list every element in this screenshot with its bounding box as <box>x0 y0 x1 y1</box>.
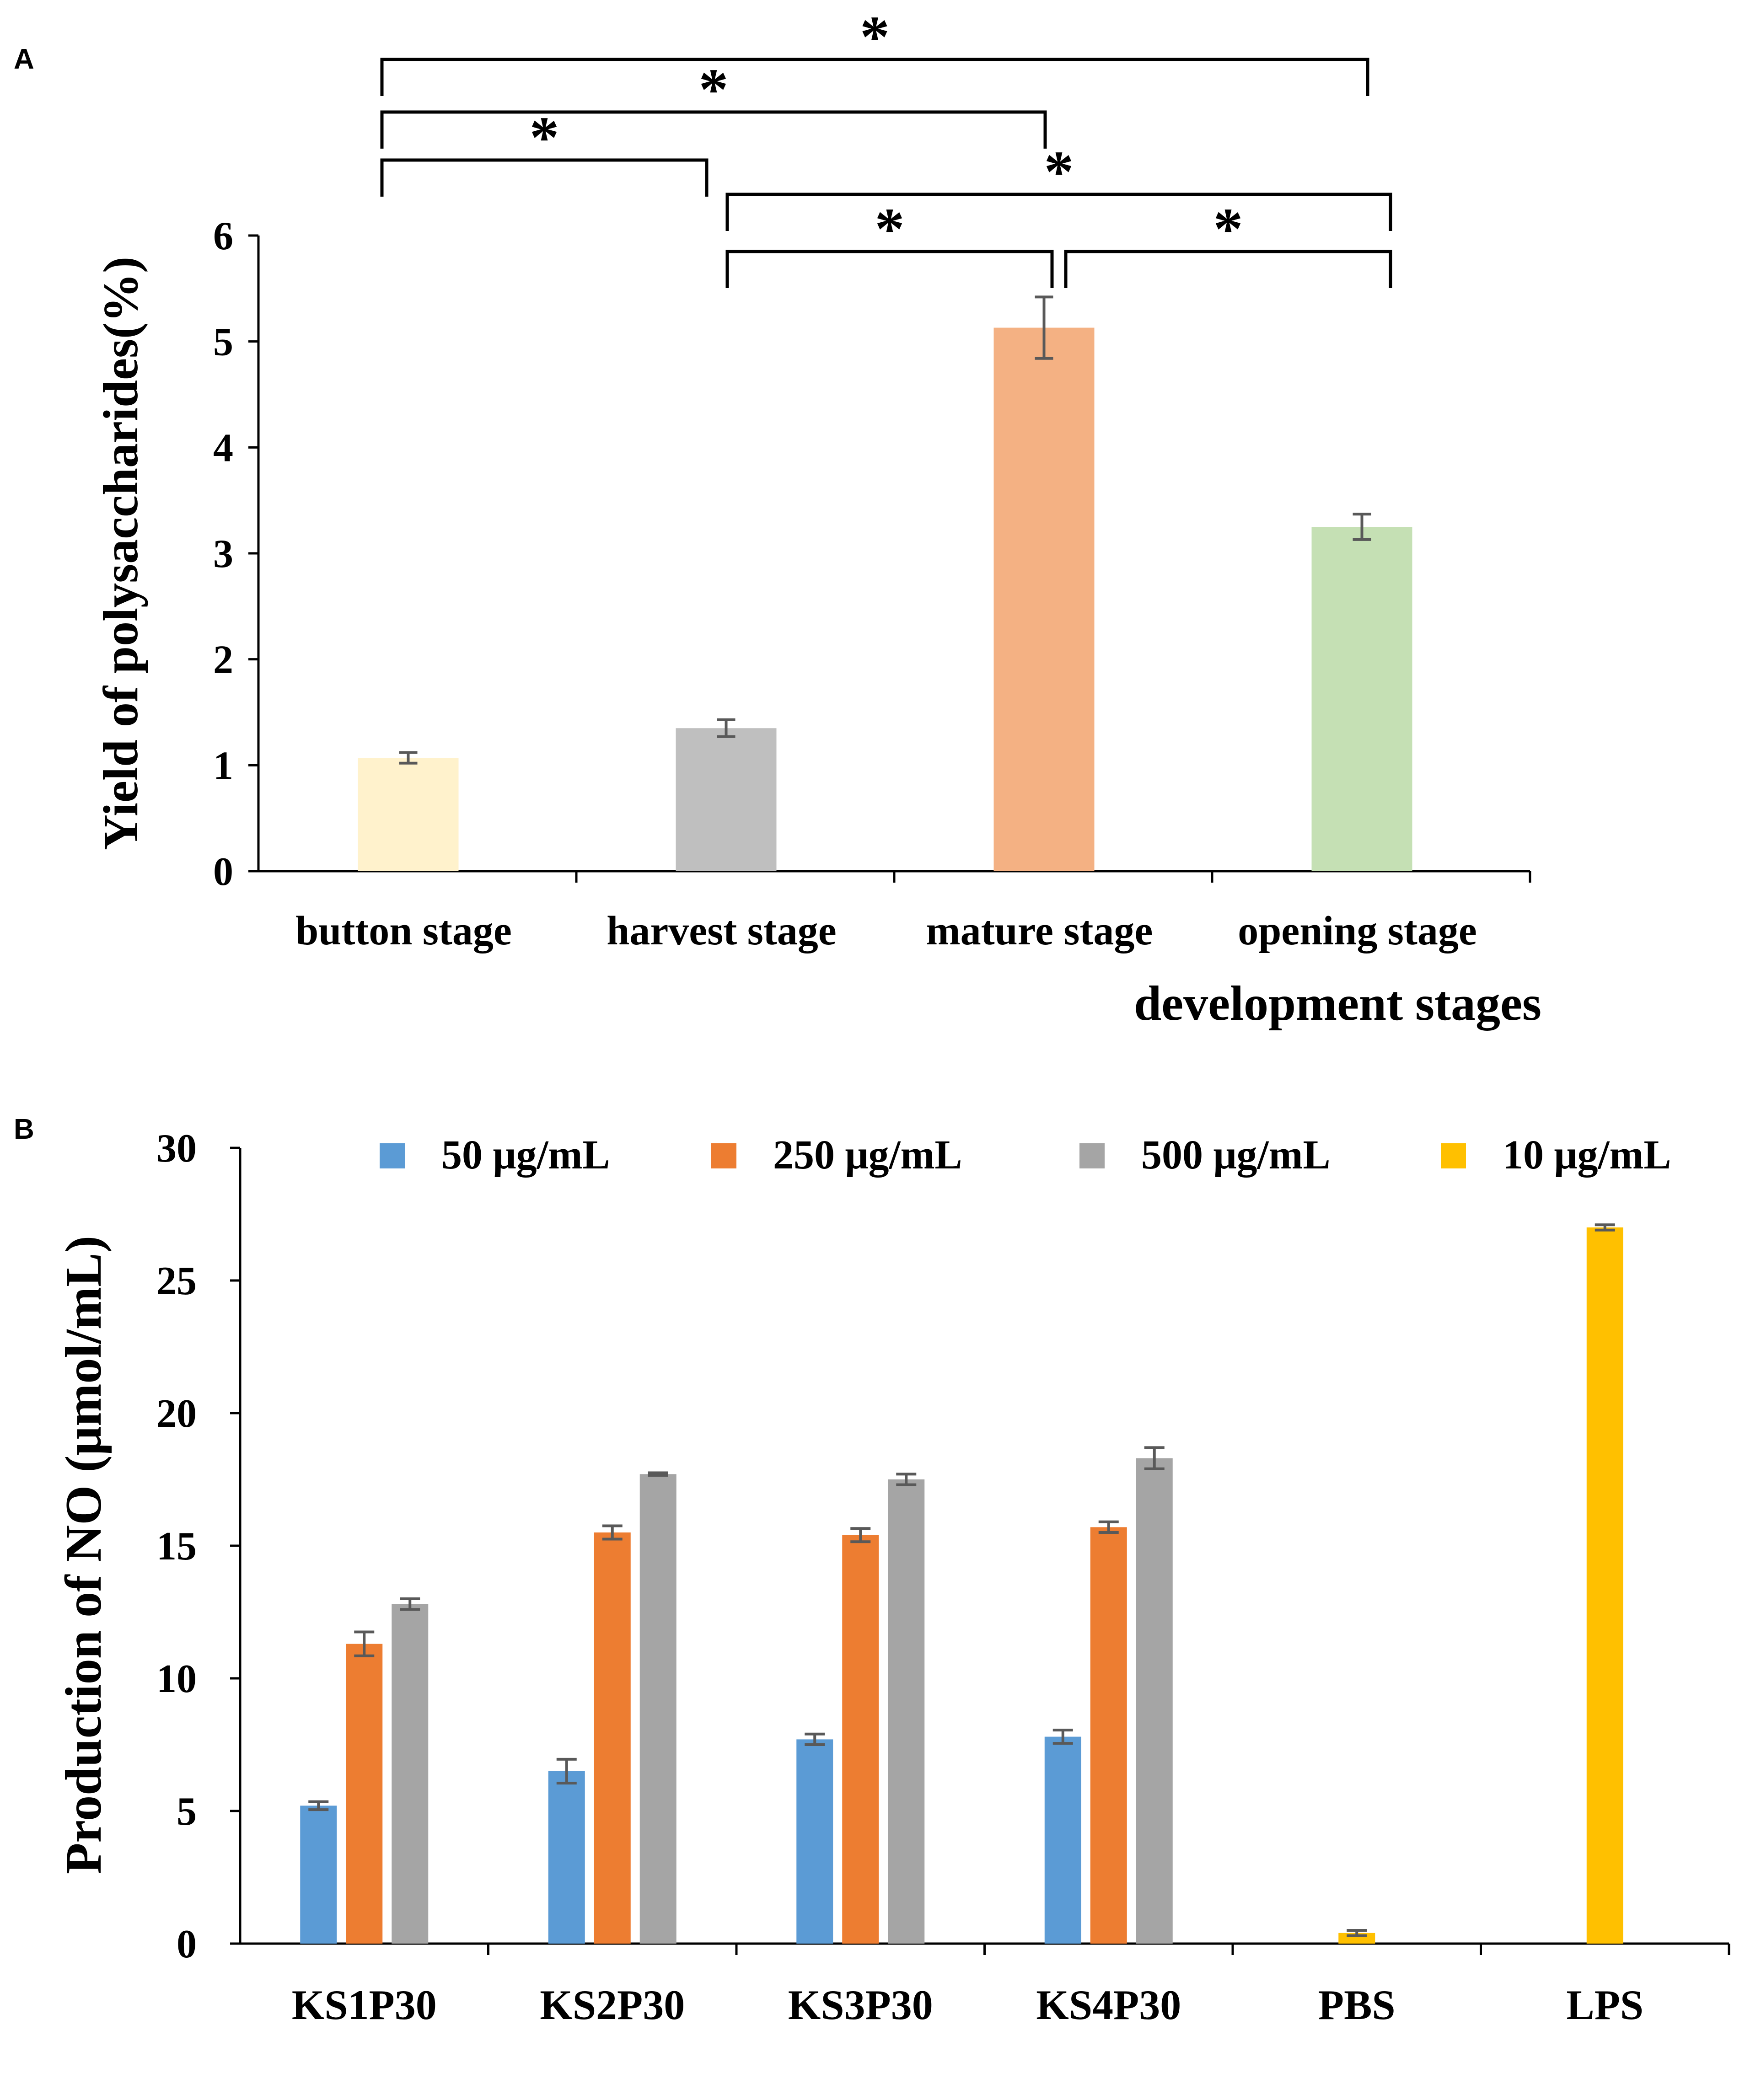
a-significance-bracket-2-3-label: * <box>1213 196 1243 262</box>
b-y-tick-label-25: 25 <box>156 1259 197 1303</box>
a-significance-bracket-0-1-label: * <box>530 105 559 171</box>
b-bar-ks3p30-50-g-ml <box>796 1739 833 1944</box>
b-bar-ks4p30-500-g-ml <box>1136 1458 1173 1944</box>
panel-label-b: B <box>14 1114 34 1145</box>
legend-label-10-g-ml: 10 μg/mL <box>1503 1132 1671 1178</box>
b-bar-ks3p30-500-g-ml <box>888 1479 925 1944</box>
a-significance-bracket-1-2-label: * <box>875 196 905 262</box>
a-x-tick-label-harvest-stage: harvest stage <box>607 908 836 954</box>
a-y-tick-label-6: 6 <box>213 214 233 258</box>
a-x-axis-label: development stages <box>1134 976 1541 1031</box>
legend-swatch-500-g-ml <box>1079 1143 1105 1168</box>
a-bar-mature-stage <box>993 327 1095 871</box>
legend-label-50-g-ml: 50 μg/mL <box>441 1132 610 1178</box>
a-y-tick-label-1: 1 <box>213 744 233 788</box>
a-significance-bracket-0-2 <box>380 110 1047 149</box>
b-x-tick-label-lps: LPS <box>1566 1982 1643 2028</box>
b-bar-ks1p30-50-g-ml <box>300 1805 337 1944</box>
a-y-axis-label: Yield of polysaccharides(%) <box>94 257 148 850</box>
b-y-tick-label-30: 30 <box>156 1126 197 1171</box>
b-y-tick-label-0: 0 <box>177 1922 197 1966</box>
a-x-tick-label-button-stage: button stage <box>295 908 512 954</box>
b-y-tick-label-5: 5 <box>177 1789 197 1834</box>
b-y-tick-label-15: 15 <box>156 1524 197 1569</box>
a-y-tick-label-2: 2 <box>213 638 233 682</box>
b-bar-ks2p30-250-g-ml <box>594 1532 631 1944</box>
a-bar-button-stage <box>358 758 459 871</box>
a-y-tick-label-3: 3 <box>213 532 233 576</box>
b-x-tick-label-ks4p30: KS4P30 <box>1036 1982 1181 2028</box>
a-x-tick-label-mature-stage: mature stage <box>926 908 1153 954</box>
a-significance-bracket-0-3-label: * <box>860 4 890 70</box>
a-significance-bracket-2-3 <box>1064 250 1392 288</box>
a-y-tick-label-4: 4 <box>213 426 233 470</box>
b-x-tick-label-pbs: PBS <box>1318 1982 1396 2028</box>
b-bar-lps-10-g-ml <box>1586 1227 1623 1944</box>
b-y-axis-label: Production of NO (μmol/mL) <box>55 1236 112 1874</box>
b-bar-ks4p30-50-g-ml <box>1044 1736 1081 1944</box>
a-significance-bracket-1-3 <box>725 193 1392 231</box>
panel-label-a: A <box>14 43 34 75</box>
a-significance-bracket-1-2 <box>725 250 1054 288</box>
a-y-tick-label-5: 5 <box>213 320 233 364</box>
b-x-tick-label-ks3p30: KS3P30 <box>788 1982 933 2028</box>
b-x-tick-label-ks1p30: KS1P30 <box>292 1982 437 2028</box>
b-bar-ks4p30-250-g-ml <box>1090 1527 1127 1944</box>
a-bar-harvest-stage <box>676 728 777 871</box>
b-bar-ks2p30-50-g-ml <box>548 1771 585 1944</box>
a-significance-bracket-1-3-label: * <box>1044 139 1074 205</box>
b-y-tick-label-10: 10 <box>156 1657 197 1701</box>
b-y-tick-label-20: 20 <box>156 1392 197 1436</box>
a-significance-bracket-0-3 <box>380 58 1369 96</box>
legend-label-250-g-ml: 250 μg/mL <box>773 1132 962 1178</box>
a-y-tick-label-0: 0 <box>213 850 233 894</box>
a-bar-opening-stage <box>1311 527 1412 871</box>
a-x-tick-label-opening-stage: opening stage <box>1238 908 1477 954</box>
legend-swatch-10-g-ml <box>1441 1143 1466 1168</box>
legend-swatch-250-g-ml <box>711 1143 736 1168</box>
a-significance-bracket-0-1 <box>380 158 709 197</box>
legend-swatch-50-g-ml <box>380 1143 405 1168</box>
b-x-tick-label-ks2p30: KS2P30 <box>540 1982 685 2028</box>
legend-label-500-g-ml: 500 μg/mL <box>1141 1132 1331 1178</box>
a-significance-bracket-0-2-label: * <box>699 57 729 123</box>
b-bar-ks3p30-250-g-ml <box>842 1535 879 1944</box>
b-bar-ks1p30-250-g-ml <box>346 1644 383 1944</box>
b-bar-ks2p30-500-g-ml <box>639 1474 676 1944</box>
b-bar-ks1p30-500-g-ml <box>392 1604 429 1944</box>
